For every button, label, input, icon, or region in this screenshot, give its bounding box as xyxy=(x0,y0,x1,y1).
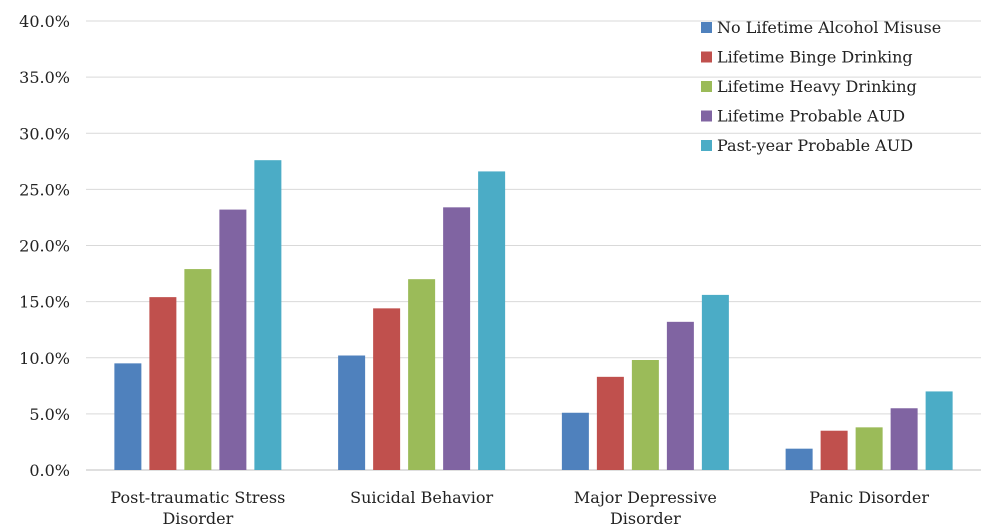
legend-swatch xyxy=(701,81,712,92)
bar xyxy=(338,355,366,470)
x-category-label: Post-traumatic Stress Disorder xyxy=(110,488,285,528)
y-tick-label: 20.0% xyxy=(19,237,70,256)
legend-label: Past-year Probable AUD xyxy=(717,136,913,155)
bar xyxy=(925,391,953,470)
bar xyxy=(443,207,471,470)
x-category-label: Panic Disorder xyxy=(809,488,929,507)
bar xyxy=(701,294,729,470)
y-tick-label: 0.0% xyxy=(29,461,70,480)
bar xyxy=(149,297,177,470)
legend-label: Lifetime Probable AUD xyxy=(717,107,905,126)
legend-label: No Lifetime Alcohol Misuse xyxy=(717,18,941,37)
bar xyxy=(184,269,212,470)
bar xyxy=(478,171,506,471)
legend-swatch xyxy=(701,110,712,122)
x-category-label: Major Depressive Disorder xyxy=(574,488,717,528)
legend-swatch xyxy=(701,51,712,63)
legend: No Lifetime Alcohol Misuse Lifetime Binge… xyxy=(701,18,941,155)
bar xyxy=(820,430,848,470)
bar xyxy=(631,359,659,470)
x-category-label: Suicidal Behavior xyxy=(350,488,493,507)
x-axis-categories: Post-traumatic Stress Disorder Suicidal Be… xyxy=(110,488,929,528)
y-tick-label: 30.0% xyxy=(19,124,70,143)
bar xyxy=(254,160,282,470)
y-axis-ticks: 0.0% 5.0% 10.0% 15.0% 20.0% 25.0% 30.0% 35.0% 40… xyxy=(19,12,70,480)
y-tick-label: 15.0% xyxy=(19,293,70,312)
legend-swatch xyxy=(701,22,712,33)
bar xyxy=(373,308,401,470)
legend-label: Lifetime Heavy Drinking xyxy=(717,77,917,96)
bars xyxy=(114,160,953,471)
legend-label: Lifetime Binge Drinking xyxy=(717,48,913,67)
bar xyxy=(408,279,436,470)
y-tick-label: 40.0% xyxy=(19,12,70,31)
bar xyxy=(114,363,142,470)
bar xyxy=(855,427,883,470)
y-tick-label: 5.0% xyxy=(29,405,70,424)
bar xyxy=(561,412,589,470)
bar xyxy=(219,209,247,470)
y-tick-label: 25.0% xyxy=(19,180,70,199)
bar xyxy=(890,408,918,470)
bar xyxy=(785,448,813,470)
bar xyxy=(596,376,624,470)
legend-swatch xyxy=(701,140,712,151)
y-tick-label: 35.0% xyxy=(19,68,70,87)
y-tick-label: 10.0% xyxy=(19,349,70,368)
bar xyxy=(666,321,694,470)
